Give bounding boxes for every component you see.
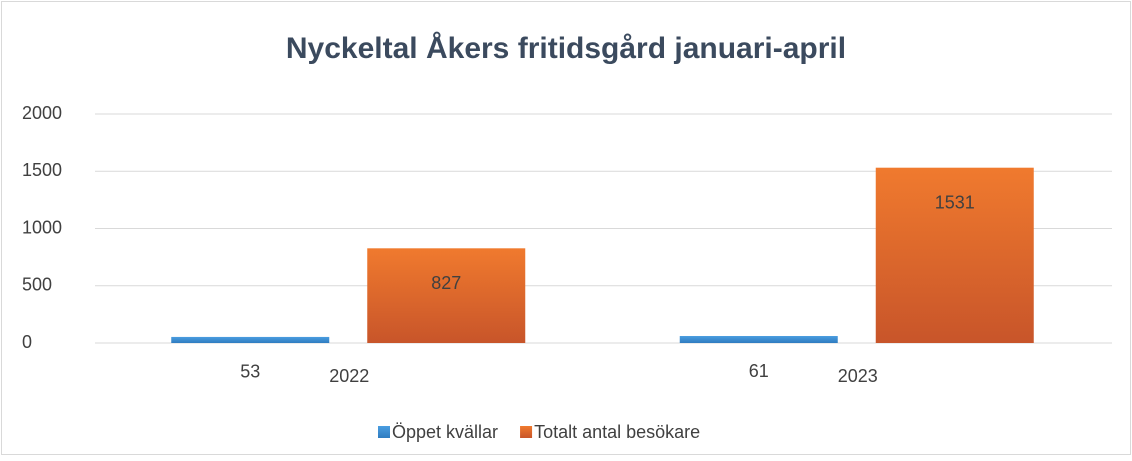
y-tick-label: 2000 <box>22 103 62 123</box>
bar <box>679 336 838 343</box>
legend-swatch <box>520 426 533 438</box>
x-tick-label: 2022 <box>329 366 369 386</box>
data-label: 53 <box>240 362 260 382</box>
chart-title: Nyckeltal Åkers fritidsgård januari-apri… <box>286 32 846 65</box>
bar <box>367 248 526 343</box>
y-tick-label: 1000 <box>22 217 62 237</box>
data-label: 61 <box>749 361 769 381</box>
bar <box>875 167 1034 343</box>
x-tick-label: 2023 <box>838 366 878 386</box>
data-label: 1531 <box>935 192 975 212</box>
legend-label: Öppet kvällar <box>392 422 498 442</box>
data-label: 827 <box>431 273 461 293</box>
bar <box>171 336 330 343</box>
legend-swatch <box>378 426 390 438</box>
y-tick-label: 1500 <box>22 160 62 180</box>
y-tick-label: 0 <box>22 332 32 352</box>
legend-label: Totalt antal besökare <box>534 422 700 442</box>
y-tick-label: 500 <box>22 275 52 295</box>
